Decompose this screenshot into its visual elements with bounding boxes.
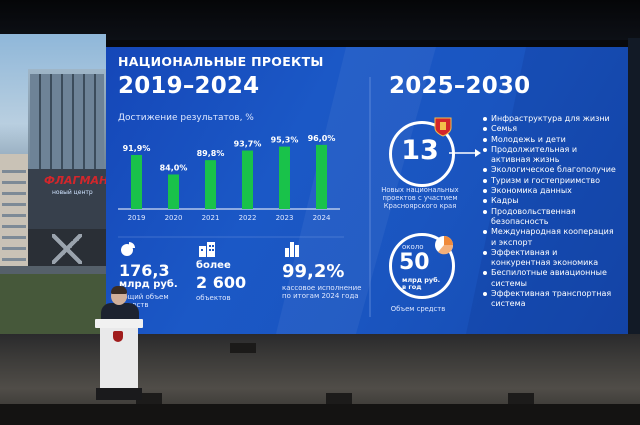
tick-label-2022: 2022 [239, 214, 257, 222]
funding-caption: Объем средств [390, 305, 446, 313]
funding-value: 50 [399, 250, 430, 275]
pie-chart-icon [121, 242, 135, 256]
period-2025-2030: 2025–2030 [389, 73, 531, 99]
stat-objects-value: 2 600 [196, 273, 247, 292]
slide-header: НАЦИОНАЛЬНЫЕ ПРОЕКТЫ [118, 54, 324, 69]
data-label-2024: 96,0% [308, 134, 336, 143]
project-item: Экологическое благополучие [482, 165, 616, 175]
project-item: Беспилотные авиационные системы [482, 268, 616, 289]
hall-ceiling [0, 0, 640, 40]
mall-band [28, 169, 106, 229]
stat-cash-caption: кассовое исполнение по итогам 2024 года [282, 284, 362, 300]
projects-list: Инфраструктура для жизни Семья Молодежь и … [482, 114, 616, 310]
bar-2023 [279, 146, 290, 209]
lawn [0, 274, 106, 334]
buildings-icon [199, 242, 215, 257]
speaker-hair [111, 286, 127, 294]
stat-cash-value: 99,2% [282, 261, 345, 282]
bar-2024 [316, 144, 327, 209]
project-item: Семья [482, 124, 616, 134]
chart-title: Достижение результатов, % [118, 113, 254, 123]
bar-2019 [131, 154, 142, 209]
bar-2022 [242, 150, 253, 209]
stat-objects-prefix: более [196, 260, 231, 271]
project-item: Кадры [482, 196, 616, 206]
projects-count: 13 [401, 135, 439, 166]
street-railing [0, 266, 106, 274]
stat-budget-unit: млрд руб. [119, 279, 178, 290]
mall-glass [30, 74, 104, 169]
screen-right-edge [628, 38, 640, 334]
project-item: Туризм и гостеприимство [482, 176, 616, 186]
background-photo: ФЛАГМАН новый центр [0, 34, 106, 334]
stat-budget-value: 176,3 [119, 261, 170, 280]
tick-label-2020: 2020 [165, 214, 183, 222]
project-item: Продовольственная безопасность [482, 207, 616, 228]
stage-edge [0, 404, 640, 425]
bar-2021 [205, 160, 216, 209]
tick-label-2019: 2019 [128, 214, 146, 222]
project-item: Продолжительная и активная жизнь [482, 145, 616, 166]
project-item: Экономика данных [482, 186, 616, 196]
orange-pie-icon [435, 236, 454, 255]
mall-sign: ФЛАГМАН [44, 174, 106, 187]
floor-speaker-left [136, 393, 162, 405]
podium-base [96, 388, 142, 400]
podium-emblem-icon [113, 331, 123, 342]
presentation-slide: НАЦИОНАЛЬНЫЕ ПРОЕКТЫ 2019–2024 2025–2030… [106, 47, 628, 334]
project-item: Молодежь и дети [482, 135, 616, 145]
floor-monitor [230, 343, 256, 353]
podium-top [95, 319, 143, 328]
data-label-2022: 93,7% [234, 140, 262, 149]
funding-unit: млрд руб. в год [402, 276, 441, 291]
speaker-body [101, 303, 139, 323]
slide-decoration [118, 47, 628, 334]
projects-caption: Новых национальных проектов с участием К… [381, 186, 459, 210]
funding-circle [389, 233, 455, 299]
tick-label-2021: 2021 [202, 214, 220, 222]
funding-prefix: около [402, 243, 424, 251]
floor-speaker-right [508, 393, 534, 405]
tick-label-2024: 2024 [313, 214, 331, 222]
data-label-2023: 95,3% [271, 136, 299, 145]
period-2019-2024: 2019–2024 [118, 73, 260, 99]
data-label-2021: 89,8% [197, 149, 225, 158]
bar-2020 [168, 174, 179, 209]
project-item: Инфраструктура для жизни [482, 114, 616, 124]
floor-speaker-center [326, 393, 352, 405]
project-item: Эффективная транспортная система [482, 289, 616, 310]
krasnoyarsk-coat-of-arms-icon [434, 117, 452, 137]
data-label-2020: 84,0% [160, 163, 188, 172]
tick-label-2023: 2023 [276, 214, 294, 222]
project-item: Эффективная и конкурентная экономика [482, 248, 616, 269]
mall-sign-subtitle: новый центр [52, 189, 93, 196]
project-item: Международная кооперация и экспорт [482, 227, 616, 248]
data-label-2019: 91,9% [123, 144, 151, 153]
arrow-right-icon [449, 149, 481, 157]
projects-count-circle [389, 121, 455, 187]
entrance-cross-structure [52, 234, 82, 264]
results-bar-chart: 91,9% 2019 84,0% 2020 89,8% 2021 93,7% 2022 95,3… [118, 134, 340, 222]
bar-chart-icon [285, 242, 299, 257]
stat-objects-caption: объектов [196, 294, 231, 302]
